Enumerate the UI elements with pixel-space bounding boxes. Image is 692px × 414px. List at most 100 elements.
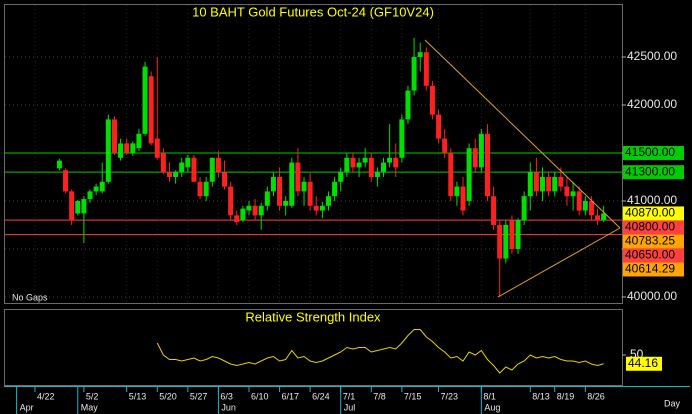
candle-body [191,157,197,182]
price-level-label: 40870.00 [625,206,675,220]
candle-body [564,186,570,197]
y-tick-label: 42500.00 [627,49,677,63]
trendline [424,39,621,229]
rsi-value-label: 44.16 [628,356,658,370]
candle-body [215,157,221,173]
x-tick-label: 4/22 [37,391,55,401]
rsi-panel [4,309,623,386]
candle-body [234,215,240,223]
candle-body [277,176,283,206]
rsi-line [156,329,604,374]
price-level-box [623,145,684,160]
candle-body [356,162,362,168]
candle-body [374,172,380,177]
candle-body [552,176,558,192]
candle-body [179,162,185,173]
candle-body [387,157,393,163]
candle-body [472,148,478,168]
candle-body [124,143,130,153]
candle-body [540,176,546,192]
candle-body [460,186,466,211]
candle-body [203,181,209,197]
x-tick-label: 5/27 [190,391,208,401]
candle-body [295,162,301,192]
month-label: Jul [344,402,356,412]
price-level-box [623,248,684,263]
candle-body [448,152,454,197]
candle-body [283,200,289,206]
candle-body [240,208,246,221]
candle-body [93,186,99,192]
candle-body [417,52,423,58]
price-level-box [623,262,684,277]
price-level-label: 41300.00 [625,164,675,178]
price-panel [4,4,623,304]
candle-body [252,205,258,216]
candle-body [258,205,264,216]
x-tick-label: 6/24 [312,391,330,401]
y-tick-label: 40000.00 [627,289,677,303]
candle-body [478,133,484,168]
candle-body [142,66,148,134]
candle-body [509,220,515,249]
candle-body [185,157,191,168]
candle-body [484,133,490,197]
candle-body [503,224,509,259]
month-label: Apr [20,402,34,412]
candle-body [454,186,460,197]
x-tick-label: 6/10 [251,391,269,401]
candle-body [209,157,215,182]
candle-body [588,200,594,216]
x-tick-label: 8/1 [483,391,496,401]
x-tick-label: 7/23 [441,391,459,401]
x-tick-label: 7/8 [373,391,386,401]
candle-body [344,157,350,173]
x-tick-label: 7/1 [343,391,356,401]
candle-body [81,199,87,214]
candle-body [368,157,374,177]
candle-body [264,191,270,206]
candle-body [222,172,228,187]
candle-body [69,191,75,221]
candle-body [87,191,93,200]
candle-body [491,196,497,225]
x-tick-label: 5/2 [86,391,99,401]
trendline [497,227,621,298]
candle-body [466,148,472,201]
candle-body [301,181,307,192]
price-level-label: 41500.00 [625,145,675,159]
x-tick-label: 7/15 [404,391,422,401]
candle-body [405,90,411,120]
price-level-label: 40783.25 [625,234,675,248]
note: No Gaps [12,292,48,302]
price-level-box [623,220,684,235]
candle-body [136,133,142,149]
candle-body [228,186,234,216]
candle-body [130,143,136,153]
price-level-label: 40614.29 [625,262,675,276]
candle-body [270,176,276,192]
candle-body [515,220,521,249]
candle-body [442,138,448,153]
labels: 40000.0040500.0041000.0041500.0042000.00… [20,49,684,412]
month-label: Aug [484,402,500,412]
candle-body [154,138,160,158]
candle-body [533,172,539,192]
price-level-label: 40650.00 [625,248,675,262]
candle-body [429,85,435,115]
x-tick-label: 8/26 [587,391,605,401]
candle-body [325,196,331,206]
x-tick-label: 5/20 [159,391,177,401]
month-label: Jun [221,402,236,412]
candle-body [307,181,313,206]
candle-body [411,57,417,91]
month-label: May [81,402,99,412]
candle-body [338,172,344,182]
rsi-value-box [626,356,662,371]
candle-body [601,213,607,221]
candle-body [118,143,124,158]
trendlines [424,39,621,298]
candle-body [99,181,105,192]
candle-body [319,205,325,211]
candle-body [75,200,81,214]
